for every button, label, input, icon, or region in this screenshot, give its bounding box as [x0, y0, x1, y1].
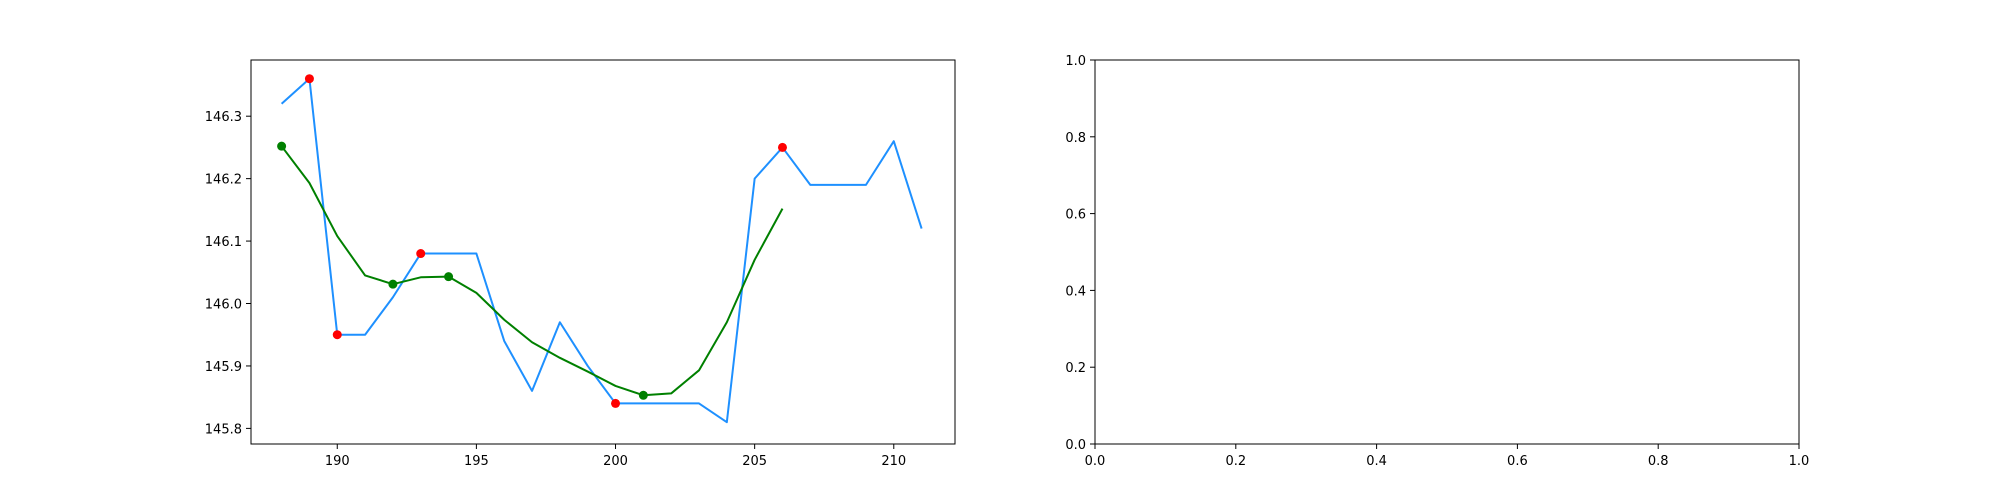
x-tick-label: 195	[464, 454, 489, 469]
y-tick-label: 146.3	[205, 110, 242, 125]
data-point	[638, 390, 648, 400]
right-chart-empty: 0.0 0.2 0.4 0.6 0.8 1.0 0.0 0.2 0.4 0.6 0.8 1.0	[1065, 54, 1809, 469]
x-tick-label: 0.2	[1225, 454, 1246, 469]
data-point	[444, 272, 454, 282]
data-point	[304, 74, 314, 84]
x-tick-label: 205	[742, 454, 767, 469]
y-tick-label: 146.1	[205, 235, 242, 250]
data-point	[388, 279, 398, 289]
x-tick-label: 190	[325, 454, 350, 469]
data-point	[777, 142, 787, 152]
y-tick-label: 146.0	[205, 298, 242, 313]
axes-frame	[250, 59, 956, 445]
y-tick-label: 0.0	[1065, 438, 1086, 453]
x-tick-label: 0.0	[1085, 454, 1106, 469]
data-point	[332, 330, 342, 340]
series-line-0	[280, 77, 923, 424]
x-tick-label: 200	[603, 454, 628, 469]
x-tick-label: 210	[881, 454, 906, 469]
left-chart: 190 195 200 205 210 145.8 145.9 146.0 146.1 146.2…	[205, 59, 956, 469]
y-tick-label: 145.8	[205, 422, 242, 437]
axes-frame	[1094, 59, 1800, 445]
y-tick-label: 0.2	[1065, 361, 1086, 376]
y-tick-label: 0.4	[1065, 284, 1086, 299]
x-tick-label: 0.4	[1366, 454, 1387, 469]
x-tick-label: 1.0	[1789, 454, 1810, 469]
series-line-1	[280, 145, 784, 397]
y-tick-label: 0.8	[1065, 131, 1086, 146]
x-tick-label: 0.8	[1648, 454, 1669, 469]
y-tick-label: 145.9	[205, 360, 242, 375]
y-tick-label: 0.6	[1065, 208, 1086, 223]
y-tick-label: 1.0	[1065, 54, 1086, 69]
plot-area	[277, 74, 923, 424]
data-point	[277, 141, 287, 151]
x-tick-label: 0.6	[1507, 454, 1528, 469]
data-point	[416, 249, 426, 259]
data-point	[611, 398, 621, 408]
y-tick-label: 146.2	[205, 173, 242, 188]
